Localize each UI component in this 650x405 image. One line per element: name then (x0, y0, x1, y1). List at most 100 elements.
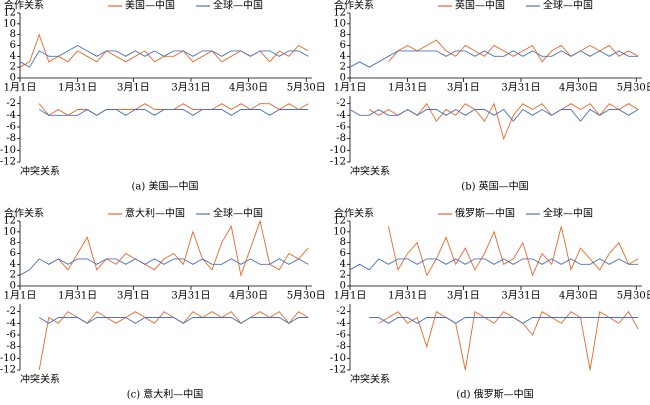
y-tick-label: -10 (330, 145, 346, 156)
y-tick-label: -2 (6, 306, 16, 317)
y-tick-label: 2 (340, 270, 346, 281)
legend-label: 俄罗斯—中国 (455, 207, 515, 220)
y-tick-label: 2 (340, 62, 346, 73)
x-tick-label: 3月31日 (171, 290, 210, 302)
y-axis-title: 冲突关系 (350, 373, 390, 386)
x-tick-label: 1月31日 (388, 82, 427, 94)
panel-caption: (d) 俄罗斯—中国 (456, 388, 533, 401)
y-tick-label: 12 (3, 8, 16, 19)
y-tick-label: 10 (3, 18, 16, 29)
panel-caption: (c) 意大利—中国 (127, 388, 204, 401)
x-tick-label: 4月30日 (559, 290, 598, 302)
y-axis-title: 合作关系 (4, 207, 44, 220)
series-line (388, 39, 639, 63)
series-line (378, 310, 639, 371)
y-tick-label: 8 (10, 29, 16, 40)
y-tick-label: 10 (333, 226, 346, 237)
y-tick-label: -12 (0, 157, 16, 168)
x-tick-label: 3月1日 (117, 290, 150, 302)
y-tick-label: -6 (6, 122, 16, 133)
y-axis-title: 冲突关系 (20, 373, 60, 386)
y-tick-label: 12 (333, 8, 346, 19)
series-line (38, 108, 309, 116)
y-tick-label: -6 (336, 330, 346, 341)
x-tick-label: 4月30日 (229, 82, 268, 94)
legend-label: 英国—中国 (455, 0, 505, 12)
x-tick-label: 5月30日 (287, 82, 326, 94)
y-tick-label: 12 (333, 216, 346, 227)
y-tick-label: -8 (336, 341, 346, 352)
series-line (19, 258, 309, 276)
series-line (349, 258, 639, 271)
x-tick-label: 1月1日 (4, 290, 37, 302)
y-tick-label: -12 (330, 365, 346, 376)
x-tick-label: 5月30日 (617, 82, 650, 94)
x-tick-label: 3月31日 (171, 82, 210, 94)
y-tick-label: -2 (6, 98, 16, 109)
y-axis-title: 合作关系 (334, 0, 374, 12)
y-tick-label: -2 (336, 98, 346, 109)
y-tick-label: 8 (10, 237, 16, 248)
series-line (349, 108, 639, 122)
y-tick-label: -12 (330, 157, 346, 168)
x-tick-label: 1月31日 (58, 290, 97, 302)
legend-label: 美国—中国 (125, 0, 175, 12)
panel-caption: (b) 英国—中国 (461, 180, 528, 193)
y-tick-label: -6 (6, 330, 16, 341)
x-tick-label: 5月30日 (287, 290, 326, 302)
y-tick-label: 10 (333, 18, 346, 29)
x-tick-label: 5月30日 (617, 290, 650, 302)
legend-label: 全球—中国 (213, 207, 263, 220)
y-tick-label: -10 (0, 353, 16, 364)
y-tick-label: -4 (6, 110, 16, 121)
x-tick-label: 3月1日 (447, 82, 480, 94)
x-tick-label: 1月1日 (334, 290, 367, 302)
legend-label: 全球—中国 (543, 207, 593, 220)
y-tick-label: -6 (336, 122, 346, 133)
y-axis-title: 冲突关系 (20, 165, 60, 178)
x-tick-label: 1月1日 (334, 82, 367, 94)
y-tick-label: 2 (10, 270, 16, 281)
series-line (19, 44, 309, 68)
y-tick-label: 8 (340, 237, 346, 248)
legend-label: 全球—中国 (213, 0, 263, 12)
x-tick-label: 4月30日 (559, 82, 598, 94)
y-tick-label: -10 (330, 353, 346, 364)
x-tick-label: 3月1日 (447, 290, 480, 302)
series-line (368, 102, 639, 141)
legend-label: 全球—中国 (543, 0, 593, 12)
y-tick-label: 0 (340, 281, 346, 292)
y-axis-title: 冲突关系 (350, 165, 390, 178)
y-tick-label: -8 (6, 341, 16, 352)
x-tick-label: 3月31日 (501, 82, 540, 94)
y-tick-label: -4 (336, 110, 346, 121)
y-tick-label: 0 (340, 73, 346, 84)
x-tick-label: 4月30日 (229, 290, 268, 302)
y-axis-title: 合作关系 (4, 0, 44, 12)
y-tick-label: 4 (10, 51, 16, 62)
y-tick-label: -4 (6, 318, 16, 329)
y-tick-label: 4 (340, 259, 346, 270)
y-axis-title: 合作关系 (334, 207, 374, 220)
y-tick-label: 0 (10, 281, 16, 292)
y-tick-label: 0 (10, 73, 16, 84)
series-line (48, 219, 309, 277)
y-tick-label: 10 (3, 226, 16, 237)
x-tick-label: 3月31日 (501, 290, 540, 302)
y-tick-label: 4 (340, 51, 346, 62)
panel-caption: (a) 美国—中国 (132, 180, 199, 193)
y-tick-label: 6 (10, 40, 16, 51)
series-line (38, 311, 309, 371)
y-tick-label: -8 (336, 133, 346, 144)
y-tick-label: 2 (10, 62, 16, 73)
y-tick-label: 6 (340, 248, 346, 259)
y-tick-label: 8 (340, 29, 346, 40)
series-line (38, 317, 309, 324)
x-tick-label: 3月1日 (117, 82, 150, 94)
y-tick-label: 4 (10, 259, 16, 270)
x-tick-label: 1月31日 (58, 82, 97, 94)
y-tick-label: 6 (340, 40, 346, 51)
legend-label: 意大利—中国 (125, 207, 185, 220)
y-tick-label: 6 (10, 248, 16, 259)
x-tick-label: 1月1日 (4, 82, 37, 94)
